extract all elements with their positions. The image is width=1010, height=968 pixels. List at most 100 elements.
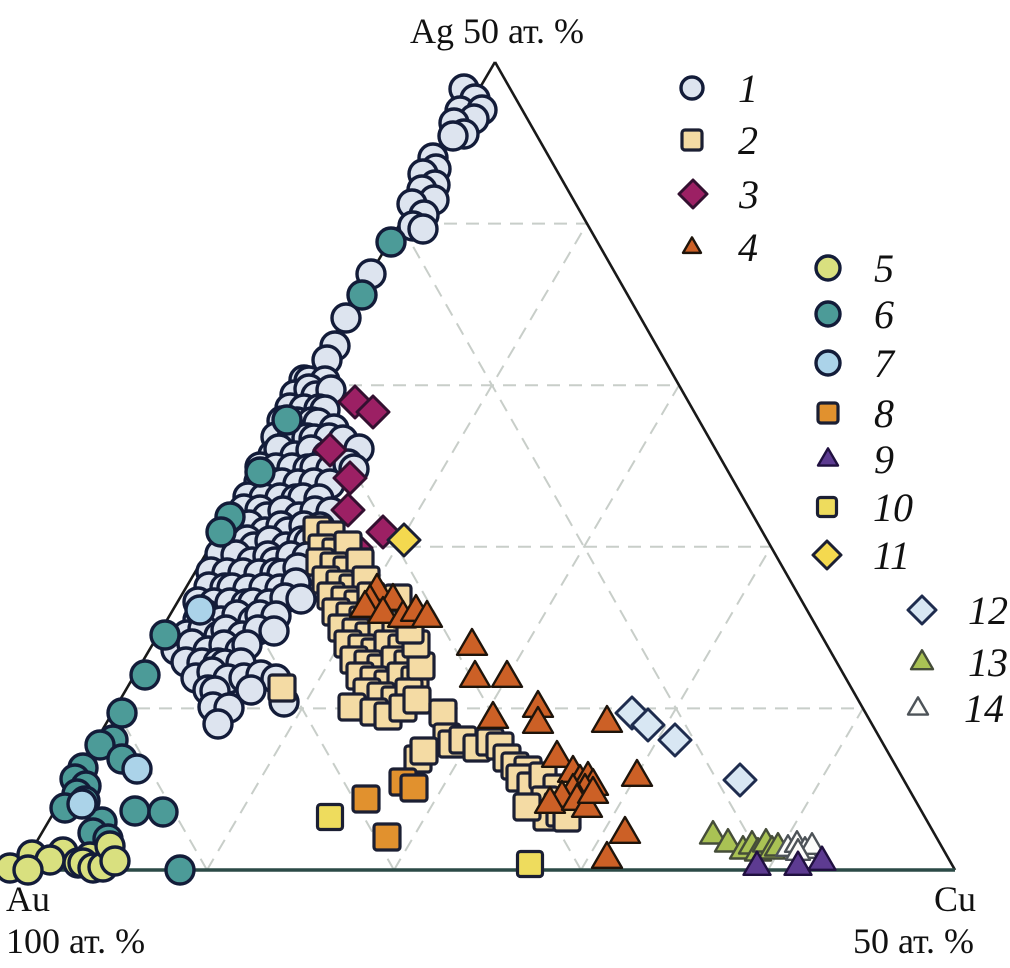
point-s6 [271, 404, 303, 436]
point-s2 [409, 736, 439, 766]
point-s9 [742, 850, 772, 877]
point-s6 [149, 619, 181, 651]
gridline [114, 707, 208, 871]
corner-label-cu-value: 50 ат. % [853, 921, 974, 961]
legend-label-12: 12 [968, 588, 1008, 633]
point-s1 [407, 213, 439, 245]
corner-label-cu: Cu [934, 879, 976, 919]
point-s2 [267, 673, 297, 703]
gridline [393, 384, 680, 871]
legend-marker-s9 [816, 447, 840, 467]
legend-label-9: 9 [874, 437, 894, 482]
point-s2 [402, 685, 432, 715]
legend-item-12: 12 [906, 588, 1008, 633]
point-s8 [399, 773, 429, 803]
point-s6 [84, 729, 116, 761]
point-s6 [147, 796, 179, 828]
point-s4 [476, 700, 510, 730]
point-s1 [285, 583, 317, 615]
legend-marker-s2 [680, 128, 704, 152]
legend-item-3: 3 [677, 172, 759, 217]
point-s4 [590, 840, 624, 870]
point-s7 [184, 594, 216, 626]
point-s6 [244, 456, 276, 488]
point-s5 [99, 845, 131, 877]
legend-marker-s10 [815, 495, 839, 519]
legend-label-7: 7 [874, 341, 896, 386]
legend-marker-s11 [811, 539, 843, 571]
points-layer [0, 73, 837, 886]
point-s7 [121, 753, 153, 785]
corner-label-au-value: 100 ат. % [6, 921, 145, 961]
legend-item-9: 9 [816, 437, 894, 482]
legend-marker-s8 [816, 401, 840, 425]
point-s4 [533, 785, 567, 815]
point-s6 [129, 659, 161, 691]
point-s4 [455, 627, 489, 657]
legend-label-8: 8 [874, 391, 894, 436]
point-s4 [590, 704, 624, 734]
point-s1 [437, 120, 469, 152]
series-s14 [774, 830, 826, 862]
gridline [580, 546, 772, 871]
legend-marker-s3 [677, 178, 709, 210]
point-s1 [202, 708, 234, 740]
legend-marker-s1 [679, 75, 705, 101]
legend-label-5: 5 [874, 246, 894, 291]
legend-item-7: 7 [814, 341, 896, 386]
series-s7 [66, 594, 216, 820]
gridline [399, 223, 769, 871]
point-s3 [330, 492, 366, 528]
point-s12 [722, 762, 758, 798]
point-s4 [521, 705, 555, 735]
point-s7 [66, 788, 98, 820]
legend-marker-s13 [909, 649, 935, 671]
series-s11 [386, 522, 422, 558]
legend-item-14: 14 [906, 686, 1004, 731]
legend-marker-s4 [681, 236, 703, 255]
point-s3 [355, 394, 391, 430]
series-s10 [315, 802, 545, 879]
legend-label-14: 14 [964, 686, 1004, 731]
point-s9 [783, 850, 813, 877]
point-s14 [798, 832, 826, 856]
point-s6 [346, 279, 378, 311]
point-s12 [657, 722, 693, 758]
legend-marker-s5 [814, 254, 842, 282]
legend-item-11: 11 [811, 533, 910, 578]
series-s8 [351, 767, 429, 852]
legend-item-4: 4 [681, 225, 758, 270]
triangle-right-edge [493, 61, 957, 871]
point-s4 [490, 659, 524, 689]
point-s10 [515, 849, 545, 879]
legend-item-2: 2 [680, 118, 758, 163]
chart-title: Ag 50 ат. % [410, 11, 584, 51]
legend-marker-s6 [814, 300, 842, 328]
legend-marker-s12 [906, 594, 938, 626]
legend-label-1: 1 [738, 66, 758, 111]
point-s4 [576, 775, 610, 805]
point-s2 [512, 792, 542, 822]
point-s4 [410, 599, 444, 629]
point-s4 [608, 815, 642, 845]
point-s9 [807, 845, 837, 872]
point-s3 [312, 432, 348, 468]
series-s12 [614, 695, 758, 798]
point-s6 [205, 516, 237, 548]
point-s12 [630, 707, 666, 743]
point-s10 [315, 802, 345, 832]
point-s13 [698, 819, 728, 845]
point-s6 [164, 854, 196, 886]
legend-label-3: 3 [738, 172, 759, 217]
point-s6 [375, 226, 407, 258]
series-s9 [742, 845, 837, 877]
point-s2 [428, 698, 458, 728]
point-s1 [330, 302, 362, 334]
series-s4 [348, 572, 654, 870]
legend-label-11: 11 [873, 533, 910, 578]
point-s8 [351, 784, 381, 814]
point-s4 [458, 659, 492, 689]
point-s13 [713, 827, 743, 853]
legend-item-1: 1 [679, 66, 758, 111]
